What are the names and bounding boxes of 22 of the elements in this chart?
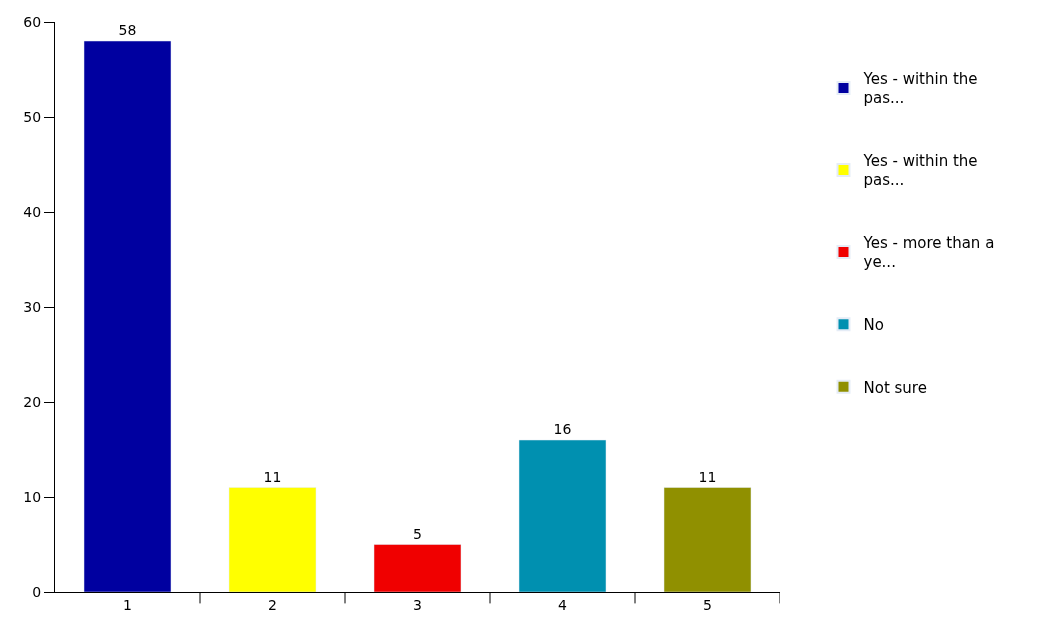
y-tick-label: 60	[23, 13, 42, 30]
y-tick-label: 10	[23, 488, 42, 505]
data-label: 58	[118, 22, 137, 38]
legend-label: Not sure	[863, 378, 927, 397]
x-tick-label: 5	[703, 596, 712, 613]
legend-label: No	[863, 316, 884, 334]
x-tick-label: 1	[123, 596, 132, 613]
data-label: 11	[263, 468, 282, 485]
data-label: 5	[413, 525, 422, 542]
x-tick-label: 4	[558, 596, 568, 613]
y-tick-label: 0	[32, 583, 42, 600]
y-tick-label: 50	[23, 108, 42, 125]
x-tick-label: 3	[413, 596, 422, 613]
data-label: 16	[553, 421, 572, 437]
x-tick-label: 2	[268, 596, 277, 613]
legend-label: Yes - more than a ye...	[862, 234, 995, 272]
data-label: 11	[698, 468, 717, 485]
y-tick-label: 30	[23, 298, 42, 315]
y-tick-label: 40	[23, 203, 42, 220]
y-tick-label: 20	[23, 393, 42, 410]
legend-label: Yes - within the pas...	[862, 70, 978, 108]
legend-label: Yes - within the pas...	[862, 152, 978, 190]
